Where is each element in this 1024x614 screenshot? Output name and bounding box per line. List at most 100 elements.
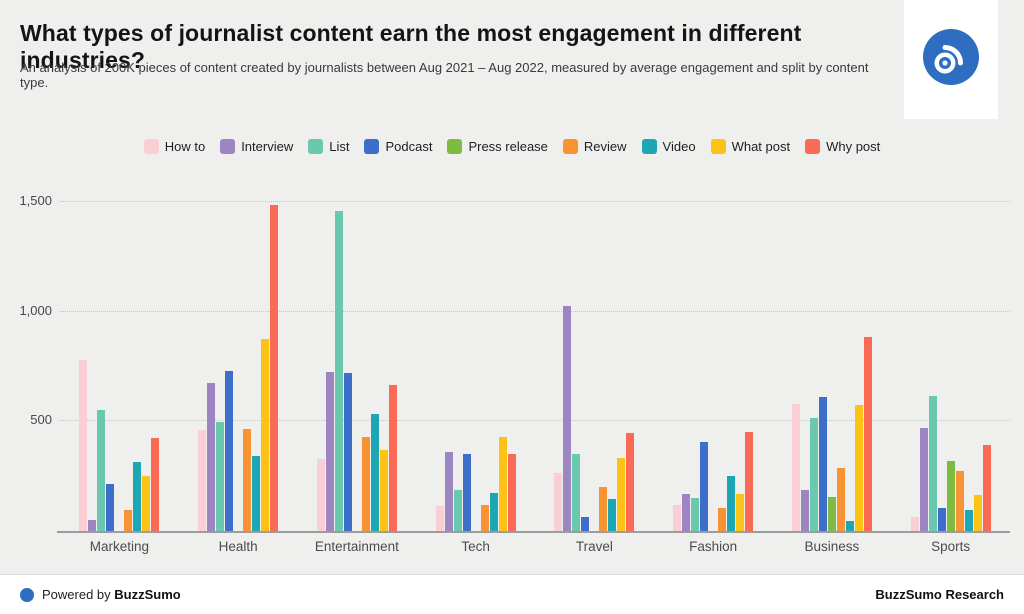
bar-sports-press-release [946, 461, 955, 531]
bar-group-entertainment [316, 186, 397, 531]
x-tick-label-tech: Tech [461, 539, 490, 554]
bar-health-what-post [261, 339, 270, 531]
legend-label: What post [731, 139, 791, 154]
bar-fashion-podcast [700, 442, 709, 531]
legend-item-interview: Interview [220, 139, 293, 154]
powered-by-brand: BuzzSumo [114, 587, 181, 602]
x-tick-label-entertainment: Entertainment [314, 539, 399, 554]
bar-fashion-interview [682, 494, 691, 531]
bar-travel-review [599, 487, 608, 531]
legend-item-review: Review [562, 139, 627, 154]
bar-fashion-what-post [736, 494, 745, 531]
bar-tech-interview [444, 452, 453, 531]
bar-health-podcast [225, 371, 234, 531]
bar-group-health [198, 186, 279, 531]
x-axis-line [57, 531, 1010, 533]
bar-sports-how-to [910, 517, 919, 531]
gridline-1000 [60, 311, 1010, 312]
bar-marketing-list [97, 410, 106, 531]
bar-groups [60, 186, 1010, 531]
bar-health-video [252, 456, 261, 531]
gridline-500 [60, 420, 1010, 421]
chart-plot-area [57, 186, 1010, 533]
legend-swatch [364, 139, 380, 154]
buzzsumo-logo-card [904, 0, 998, 119]
legend-item-how-to: How to [143, 139, 206, 154]
x-tick-label-fashion: Fashion [689, 539, 738, 554]
legend-swatch [710, 139, 726, 154]
bar-sports-video [964, 510, 973, 531]
footer-bar: Powered by BuzzSumo BuzzSumo Research [0, 574, 1024, 614]
page-title: What types of journalist content earn th… [20, 20, 802, 73]
legend-item-press-release: Press release [447, 139, 548, 154]
legend-swatch [641, 139, 657, 154]
legend-item-what-post: What post [710, 139, 791, 154]
x-axis-labels: Marketing Health Entertainment Tech Travel Fa… [60, 539, 1010, 554]
bar-fashion-how-to [673, 505, 682, 531]
legend-item-list: List [308, 139, 349, 154]
bar-tech-how-to [435, 506, 444, 531]
bar-business-podcast [818, 397, 827, 531]
bar-entertainment-what-post [379, 450, 388, 531]
bar-travel-interview [563, 306, 572, 531]
bar-entertainment-why-post [388, 385, 397, 531]
bar-business-review [836, 468, 845, 531]
footer-research-label: BuzzSumo Research [875, 587, 1004, 602]
bar-marketing-video [133, 462, 142, 531]
bar-marketing-review [124, 510, 133, 531]
bar-sports-interview [919, 428, 928, 531]
bar-tech-podcast [462, 454, 471, 531]
legend-label: List [329, 139, 350, 154]
bar-entertainment-podcast [343, 373, 352, 531]
bar-health-list [216, 422, 225, 531]
bar-tech-review [480, 505, 489, 531]
x-tick-label-business: Business [804, 539, 860, 554]
bar-tech-why-post [507, 454, 516, 531]
bar-business-press-release [827, 497, 836, 531]
bar-fashion-why-post [745, 432, 754, 531]
bar-sports-list [928, 396, 937, 531]
powered-by-text: Powered by [42, 587, 111, 602]
legend-label: Interview [241, 139, 294, 154]
bar-business-why-post [863, 337, 872, 531]
bar-travel-list [572, 454, 581, 531]
bar-group-sports [910, 186, 991, 531]
bar-sports-why-post [982, 445, 991, 531]
bar-group-travel [554, 186, 635, 531]
bar-tech-video [489, 493, 498, 531]
bar-marketing-how-to [79, 360, 88, 531]
legend-label: Podcast [385, 139, 433, 154]
bar-marketing-why-post [151, 438, 160, 531]
bar-sports-what-post [973, 495, 982, 531]
bar-entertainment-review [361, 437, 370, 531]
bar-sports-podcast [937, 508, 946, 531]
bar-travel-video [608, 499, 617, 531]
y-tick-label-500: 500 [30, 412, 52, 427]
bar-health-interview [207, 383, 216, 531]
bar-travel-how-to [554, 473, 563, 531]
legend-swatch [308, 139, 324, 154]
bar-fashion-review [718, 508, 727, 531]
legend-item-video: Video [641, 139, 696, 154]
bar-sports-review [955, 471, 964, 531]
bar-entertainment-list [334, 211, 343, 531]
legend-label: How to [164, 139, 206, 154]
x-tick-label-travel: Travel [575, 539, 613, 554]
bar-fashion-list [691, 498, 700, 531]
legend-swatch [805, 139, 821, 154]
bar-group-marketing [79, 186, 160, 531]
legend-label: Why post [826, 139, 881, 154]
bar-marketing-interview [88, 520, 97, 531]
legend-swatch [447, 139, 463, 154]
bar-travel-podcast [581, 517, 590, 531]
legend-label: Review [583, 139, 627, 154]
legend-swatch [220, 139, 236, 154]
buzzsumo-logo-icon [923, 29, 979, 90]
chart-legend: How to Interview List Podcast Press release R… [0, 139, 1024, 154]
bar-travel-why-post [626, 433, 635, 531]
bar-fashion-video [727, 476, 736, 531]
bar-business-list [809, 418, 818, 531]
bar-tech-list [453, 490, 462, 531]
legend-item-podcast: Podcast [364, 139, 432, 154]
bar-health-how-to [198, 430, 207, 531]
